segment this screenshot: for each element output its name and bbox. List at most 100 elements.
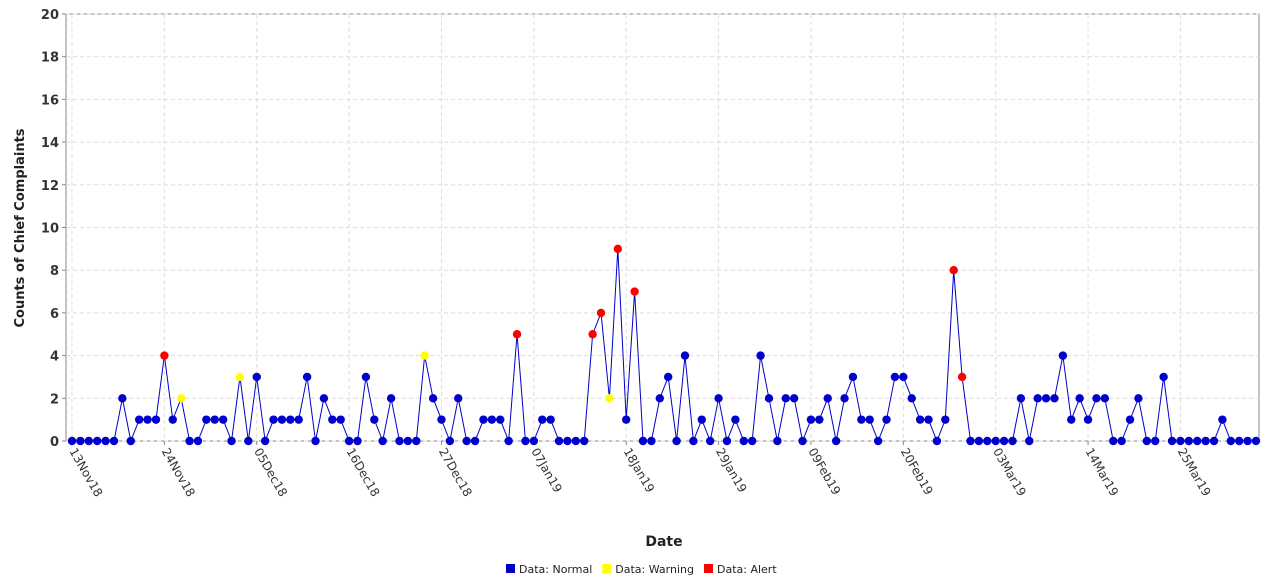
- data-point: [1176, 436, 1185, 446]
- data-point: [126, 436, 135, 446]
- x-tick-label: 25Mar19: [1175, 446, 1214, 499]
- legend-swatch: [703, 564, 713, 573]
- data-point: [840, 394, 849, 403]
- data-point: [1193, 436, 1202, 446]
- data-point: [1067, 415, 1076, 424]
- data-point: [260, 436, 270, 446]
- data-point: [596, 308, 606, 318]
- data-point: [773, 436, 782, 446]
- data-point: [529, 436, 539, 446]
- y-tick-label: 2: [50, 392, 59, 407]
- data-point: [193, 436, 203, 446]
- data-point: [109, 436, 119, 446]
- data-point: [218, 415, 228, 424]
- data-point: [252, 372, 261, 382]
- data-point: [361, 372, 371, 382]
- data-point: [118, 394, 127, 403]
- data-point: [437, 415, 446, 424]
- data-point: [756, 351, 765, 360]
- data-point: [949, 266, 958, 275]
- data-point: [319, 394, 329, 403]
- data-point: [67, 436, 77, 446]
- data-point: [521, 436, 530, 446]
- data-point: [831, 436, 841, 446]
- data-point: [538, 415, 547, 424]
- x-tick-label: 29Jan19: [713, 446, 750, 495]
- x-tick-label: 03Mar19: [990, 446, 1029, 499]
- x-tick-label: 09Feb19: [805, 446, 843, 498]
- data-point: [428, 394, 438, 403]
- data-point: [806, 415, 816, 424]
- data-point: [244, 436, 253, 446]
- data-point: [336, 415, 345, 424]
- data-point: [101, 436, 110, 446]
- data-point: [580, 436, 589, 446]
- data-point: [915, 415, 925, 424]
- data-point: [412, 436, 421, 446]
- data-point: [680, 351, 690, 360]
- data-point: [1209, 436, 1219, 446]
- data-point: [731, 415, 740, 424]
- data-point: [1058, 351, 1068, 360]
- data-point: [865, 415, 874, 424]
- data-point: [1125, 415, 1135, 424]
- x-tick-label: 18Jan19: [621, 446, 658, 495]
- data-point: [1117, 436, 1126, 446]
- data-point: [353, 436, 362, 446]
- data-point: [605, 394, 614, 403]
- data-point: [1243, 436, 1252, 446]
- data-point: [1041, 394, 1051, 403]
- data-point: [1251, 436, 1261, 446]
- data-point: [454, 394, 463, 403]
- x-tick-label: 13Nov18: [66, 446, 105, 500]
- data-point: [386, 394, 396, 403]
- data-point: [798, 436, 807, 446]
- x-tick-label: 27Dec18: [436, 446, 475, 500]
- data-point: [1218, 415, 1227, 424]
- data-point: [571, 436, 581, 446]
- data-point: [1159, 372, 1168, 382]
- data-point: [857, 415, 866, 424]
- data-point: [1109, 436, 1118, 446]
- data-point: [563, 436, 572, 446]
- data-point: [76, 436, 85, 446]
- data-point: [487, 415, 497, 424]
- data-point: [479, 415, 488, 424]
- data-point: [168, 415, 177, 424]
- data-point: [403, 436, 413, 446]
- data-point: [294, 415, 303, 424]
- data-point: [370, 415, 379, 424]
- data-point: [227, 436, 236, 446]
- data-point: [1184, 436, 1194, 446]
- data-point: [588, 330, 597, 339]
- data-point: [1142, 436, 1152, 446]
- data-point: [941, 415, 950, 424]
- data-point: [1083, 415, 1093, 424]
- legend-label: Data: Normal: [519, 563, 592, 576]
- data-point: [663, 372, 673, 382]
- data-point: [974, 436, 984, 446]
- data-point: [1235, 436, 1244, 446]
- data-point: [1075, 394, 1084, 403]
- x-tick-label: 05Dec18: [251, 446, 290, 500]
- data-point: [1201, 436, 1210, 446]
- x-tick-label: 07Jan19: [528, 446, 565, 495]
- data-point: [689, 436, 698, 446]
- y-axis-label: Counts of Chief Complaints: [13, 128, 28, 327]
- y-tick-label: 4: [50, 350, 59, 365]
- data-point: [202, 415, 211, 424]
- data-point: [378, 436, 387, 446]
- data-point: [747, 436, 757, 446]
- data-point: [269, 415, 278, 424]
- data-point: [496, 415, 505, 424]
- y-tick-label: 20: [41, 8, 59, 23]
- data-point: [622, 415, 631, 424]
- data-point: [957, 372, 967, 382]
- data-point: [1008, 436, 1017, 446]
- data-point: [613, 244, 623, 254]
- y-tick-label: 6: [50, 307, 59, 322]
- data-point: [185, 436, 194, 446]
- data-point: [504, 436, 513, 446]
- data-point: [395, 436, 404, 446]
- data-point: [932, 436, 942, 446]
